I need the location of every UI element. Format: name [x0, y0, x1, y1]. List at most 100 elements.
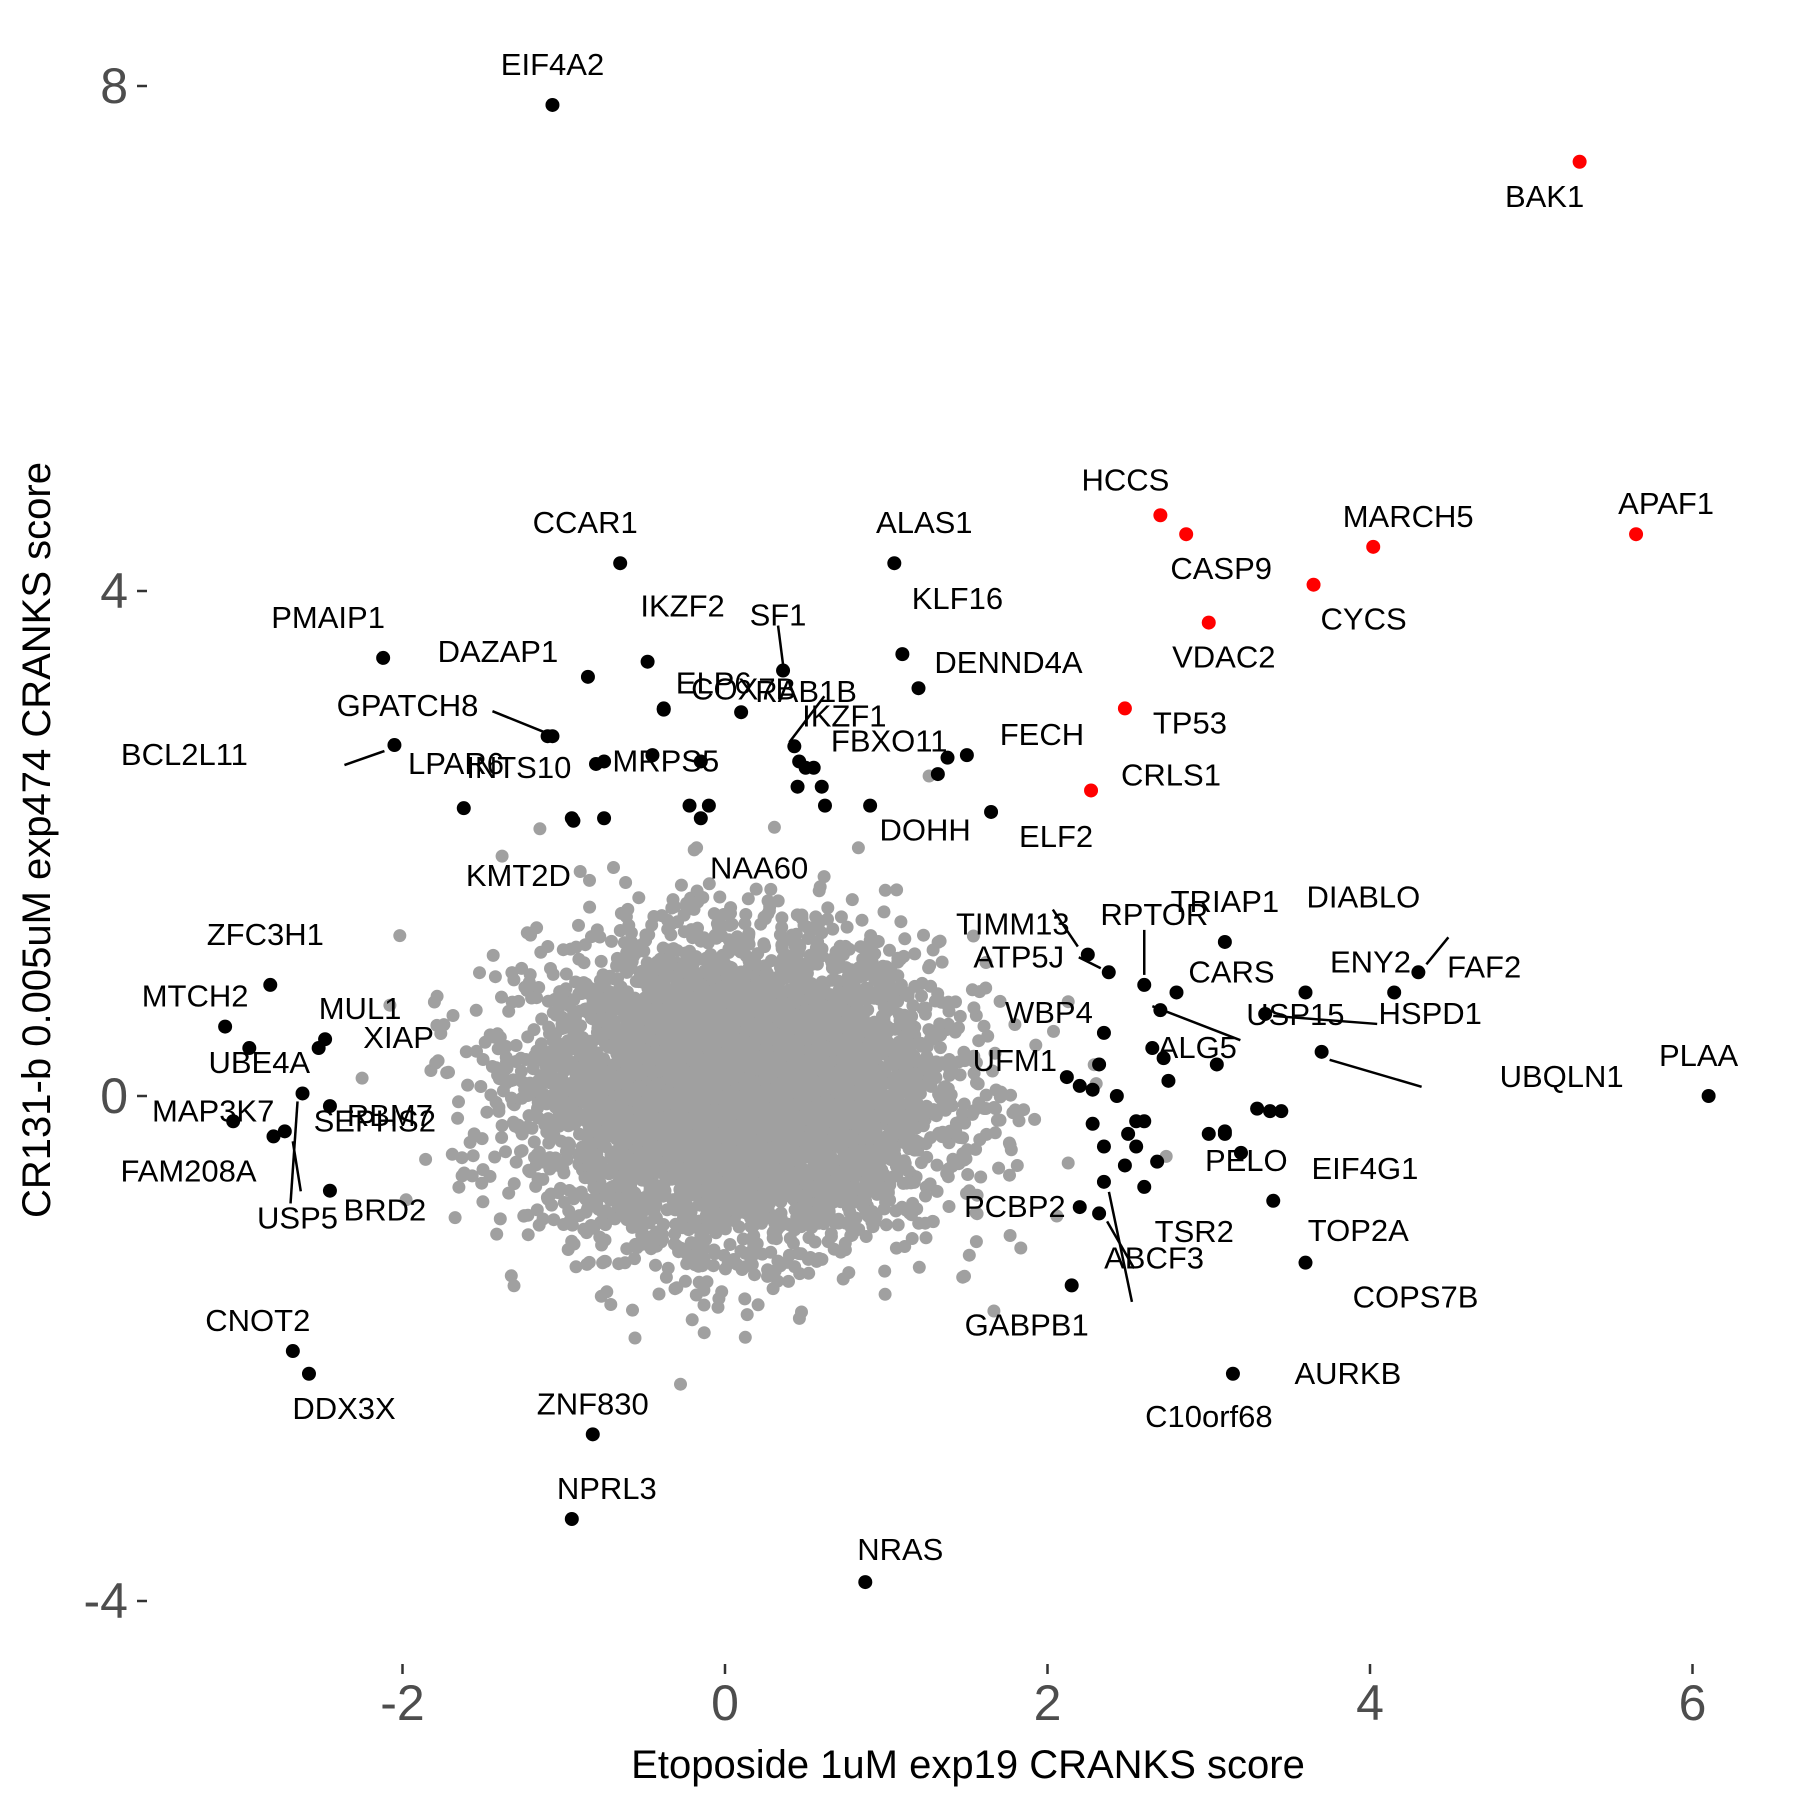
- background-point: [547, 1027, 561, 1041]
- background-point: [840, 920, 854, 934]
- background-point: [696, 1243, 710, 1257]
- background-point: [478, 1035, 492, 1049]
- background-point: [723, 918, 737, 932]
- background-point: [474, 1080, 488, 1093]
- background-point: [785, 928, 799, 942]
- background-point: [594, 954, 608, 968]
- background-point: [685, 1313, 699, 1327]
- background-point: [863, 933, 877, 947]
- background-point: [1047, 1024, 1060, 1038]
- background-point: [604, 1298, 618, 1311]
- background-point: [489, 1095, 503, 1109]
- background-point: [919, 1189, 932, 1203]
- background-point: [917, 928, 930, 942]
- background-point: [757, 937, 771, 951]
- background-point: [805, 1220, 819, 1234]
- background-point: [738, 1330, 752, 1344]
- background-point: [461, 1078, 475, 1092]
- background-point: [507, 1177, 521, 1191]
- background-point: [559, 967, 573, 981]
- background-point: [936, 1125, 950, 1139]
- background-point: [848, 982, 862, 996]
- background-point: [804, 925, 818, 939]
- background-point: [488, 970, 502, 984]
- background-point: [491, 1027, 504, 1041]
- background-point: [506, 1115, 520, 1129]
- background-point: [515, 961, 529, 975]
- background-point: [628, 1331, 642, 1345]
- background-point: [674, 1377, 687, 1391]
- background-point: [706, 1259, 720, 1273]
- background-point: [974, 1170, 988, 1184]
- background-point: [912, 1260, 926, 1274]
- background-point: [761, 1263, 775, 1277]
- background-point: [480, 1105, 494, 1119]
- background-point: [889, 1204, 903, 1218]
- background-point: [611, 958, 625, 972]
- background-point: [452, 1180, 466, 1194]
- background-point: [748, 1268, 761, 1282]
- background-point: [883, 943, 896, 957]
- background-point: [517, 1209, 531, 1223]
- background-point: [569, 1260, 583, 1274]
- background-point: [598, 1254, 611, 1268]
- background-point: [1010, 1159, 1024, 1172]
- background-point: [913, 1055, 927, 1068]
- background-point: [569, 975, 583, 989]
- background-point: [536, 1212, 550, 1226]
- background-point: [697, 1326, 711, 1340]
- background-point: [764, 1245, 778, 1259]
- background-point: [966, 929, 980, 943]
- background-point: [630, 1241, 644, 1255]
- background-point: [782, 1274, 795, 1288]
- background-point: [556, 943, 570, 957]
- background-point: [845, 893, 859, 907]
- background-point: [652, 1287, 666, 1301]
- background-point: [567, 1237, 581, 1251]
- background-point: [817, 870, 831, 884]
- background-point: [702, 877, 716, 891]
- background-point: [823, 1210, 837, 1224]
- background-point: [466, 1149, 480, 1163]
- background-point: [727, 1253, 741, 1266]
- background-point: [1028, 1112, 1042, 1126]
- background-point: [906, 999, 920, 1013]
- background-point: [499, 1145, 512, 1159]
- background-point: [572, 918, 585, 932]
- background-point: [756, 981, 770, 995]
- background-point: [894, 952, 908, 966]
- background-point: [960, 1186, 973, 1200]
- background-point: [625, 1220, 639, 1234]
- background-point: [677, 908, 691, 922]
- background-point: [808, 1235, 822, 1249]
- background-point: [523, 1165, 537, 1179]
- background-point: [684, 1236, 698, 1250]
- background-point: [718, 1262, 732, 1276]
- background-point: [749, 882, 763, 896]
- background-point: [522, 1109, 536, 1123]
- background-point: [668, 1282, 682, 1296]
- background-point: [1003, 1229, 1017, 1242]
- background-point: [751, 947, 765, 961]
- background-point: [527, 1023, 541, 1037]
- background-point: [942, 1200, 956, 1213]
- background-point: [434, 1027, 448, 1040]
- background-point: [771, 1254, 785, 1268]
- background-point: [547, 1213, 561, 1227]
- background-point: [383, 998, 397, 1012]
- background-point: [973, 985, 987, 999]
- background-point: [751, 1298, 765, 1312]
- background-point: [859, 1194, 872, 1208]
- background-point: [599, 1218, 612, 1232]
- background-point: [655, 909, 669, 923]
- background-point: [455, 1151, 469, 1165]
- background-point: [930, 1158, 944, 1172]
- background-point: [813, 880, 827, 894]
- background-point: [824, 1230, 838, 1244]
- background-point: [473, 966, 486, 980]
- background-point: [448, 1211, 462, 1225]
- background-point: [851, 841, 865, 855]
- background-point: [981, 1029, 995, 1043]
- background-point: [934, 1028, 948, 1042]
